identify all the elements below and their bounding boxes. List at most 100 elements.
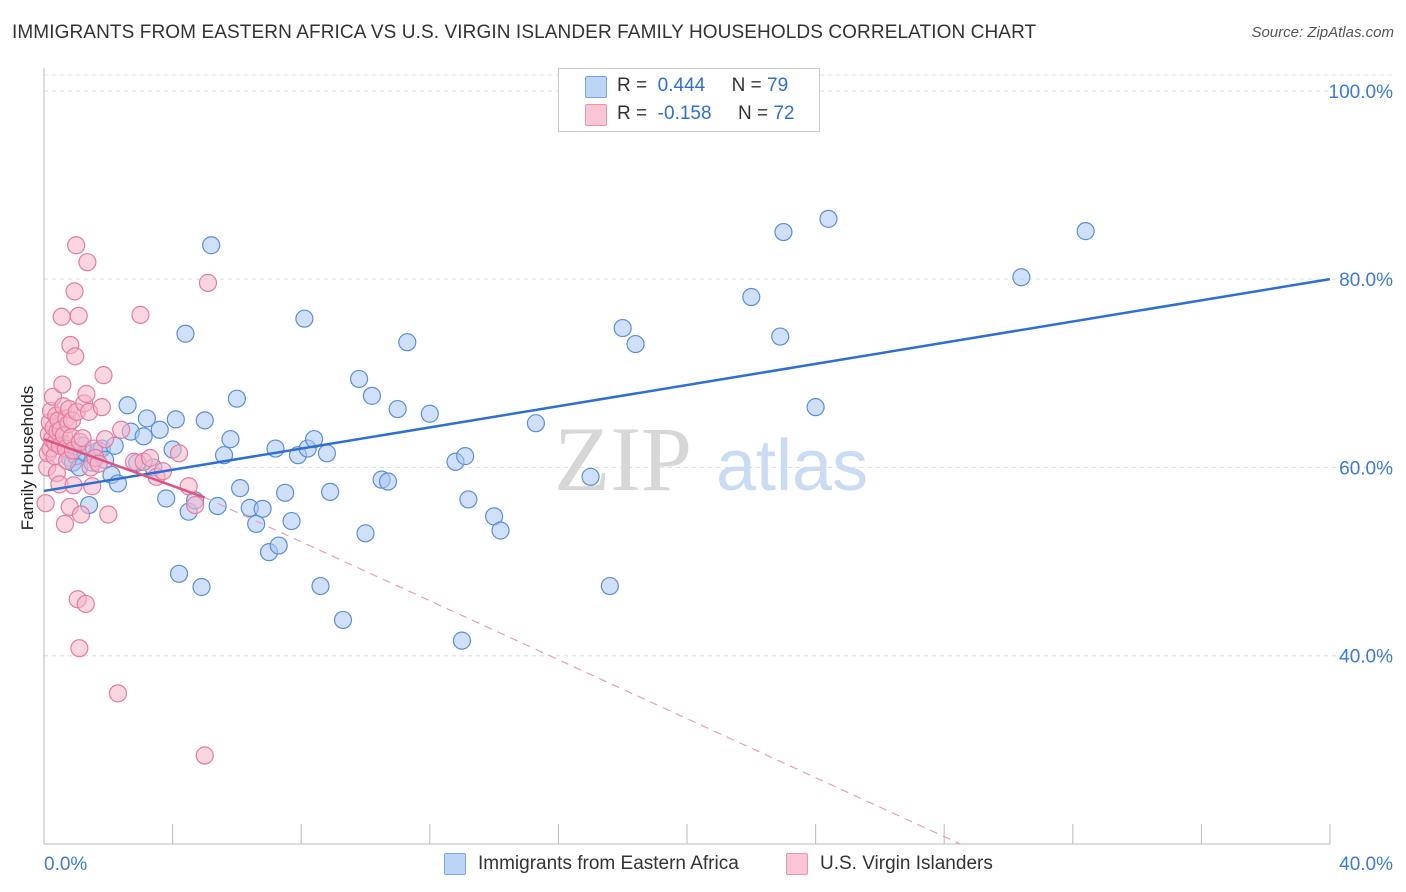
chart-source: Source: ZipAtlas.com [1251,24,1394,41]
y-tick-label: 100.0% [1329,82,1394,103]
point-eastern-africa [253,499,272,518]
trend-line-virgin-islanders [43,437,206,499]
point-eastern-africa [231,479,250,498]
point-virgin-islanders [99,505,118,524]
point-eastern-africa [321,482,340,501]
watermark: ZIP atlas [554,408,868,510]
y-tick-label: 40.0% [1339,647,1393,668]
point-virgin-islanders [73,429,92,448]
correlation-legend: R = 0.444 N = 79 R = -0.158 N = 72 [558,68,820,132]
point-eastern-africa [626,334,645,354]
point-virgin-islanders [83,477,102,496]
point-eastern-africa [600,576,619,596]
point-eastern-africa [317,444,337,463]
point-eastern-africa [333,610,353,630]
r-label: R = [617,75,648,96]
watermark-atlas: atlas [716,426,868,506]
watermark-zip: ZIP [554,408,692,510]
point-eastern-africa [176,324,195,343]
point-eastern-africa [150,420,169,439]
point-virgin-islanders [70,639,89,658]
point-eastern-africa [166,410,185,429]
point-eastern-africa [420,404,439,423]
n-label: N = [737,103,769,124]
point-eastern-africa [269,536,288,555]
point-eastern-africa [349,369,369,389]
y-tick-label: 60.0% [1339,458,1393,479]
tick-labels: 40.0% 60.0% 80.0% 100.0% 0.0% 40.0% [44,82,1393,875]
point-virgin-islanders [92,398,111,417]
point-eastern-africa [456,447,475,466]
x-tick-label: 40.0% [1339,854,1393,875]
point-virgin-islanders [131,305,150,324]
point-virgin-islanders [53,375,72,394]
point-virgin-islanders [36,494,55,513]
y-tick-label: 80.0% [1339,270,1393,291]
point-eastern-africa [771,327,790,346]
point-virgin-islanders [52,307,71,326]
n-value: 79 [767,75,789,96]
point-eastern-africa [134,427,153,446]
point-eastern-africa [613,318,632,338]
point-virgin-islanders [55,514,74,534]
point-virgin-islanders [77,384,96,404]
point-eastern-africa [169,564,189,583]
r-label: R = [617,103,648,124]
point-virgin-islanders [94,366,113,385]
legend-label: U.S. Virgin Islanders [820,853,993,874]
point-eastern-africa [806,398,825,417]
trend-line-eastern-africa [43,277,1331,493]
point-eastern-africa [227,389,246,408]
point-eastern-africa [202,236,221,255]
point-eastern-africa [311,576,330,596]
point-virgin-islanders [65,282,84,301]
point-eastern-africa [137,409,156,428]
point-virgin-islanders [95,430,115,449]
n-label: N = [731,75,762,96]
point-eastern-africa [192,577,211,597]
point-eastern-africa [282,511,301,531]
point-virgin-islanders [186,495,205,515]
point-eastern-africa [378,472,398,491]
point-eastern-africa [362,386,382,405]
point-eastern-africa [295,309,314,328]
point-virgin-islanders [71,505,91,524]
point-eastern-africa [491,521,510,540]
point-virgin-islanders [108,684,128,703]
point-eastern-africa [452,631,472,650]
point-eastern-africa [195,411,214,430]
legend-swatch-blue [444,853,466,875]
point-eastern-africa [356,524,375,543]
point-virgin-islanders [78,253,97,272]
trend-lines [43,277,1331,845]
point-eastern-africa [526,414,545,433]
point-eastern-africa [276,483,295,502]
legend-row-pink: R = -0.158 N = 72 [617,101,794,127]
point-virgin-islanders [67,236,86,255]
n-value: 72 [773,103,795,124]
point-eastern-africa [118,396,137,415]
legend-item-virgin-islanders: U.S. Virgin Islanders [786,852,993,876]
chart-title: IMMIGRANTS FROM EASTERN AFRICA VS U.S. V… [12,22,1037,43]
point-eastern-africa [247,514,266,534]
legend-label: Immigrants from Eastern Africa [478,853,739,874]
point-eastern-africa [1012,268,1031,287]
x-tick-label: 0.0% [44,854,87,875]
point-virgin-islanders [198,273,218,292]
point-eastern-africa [221,430,240,449]
point-eastern-africa [157,489,176,508]
point-eastern-africa [459,490,478,509]
point-virgin-islanders [195,746,214,765]
legend-item-eastern-africa: Immigrants from Eastern Africa [444,852,739,876]
point-eastern-africa [819,209,838,228]
trend-extension-virgin-islanders [204,496,961,845]
gridlines [44,74,1392,657]
point-virgin-islanders [169,444,189,463]
point-eastern-africa [208,496,227,516]
r-value: -0.158 [657,103,712,124]
point-virgin-islanders [66,347,85,366]
legend-swatch-pink [786,853,808,875]
legend-swatch-pink [585,104,607,126]
point-virgin-islanders [112,420,131,439]
